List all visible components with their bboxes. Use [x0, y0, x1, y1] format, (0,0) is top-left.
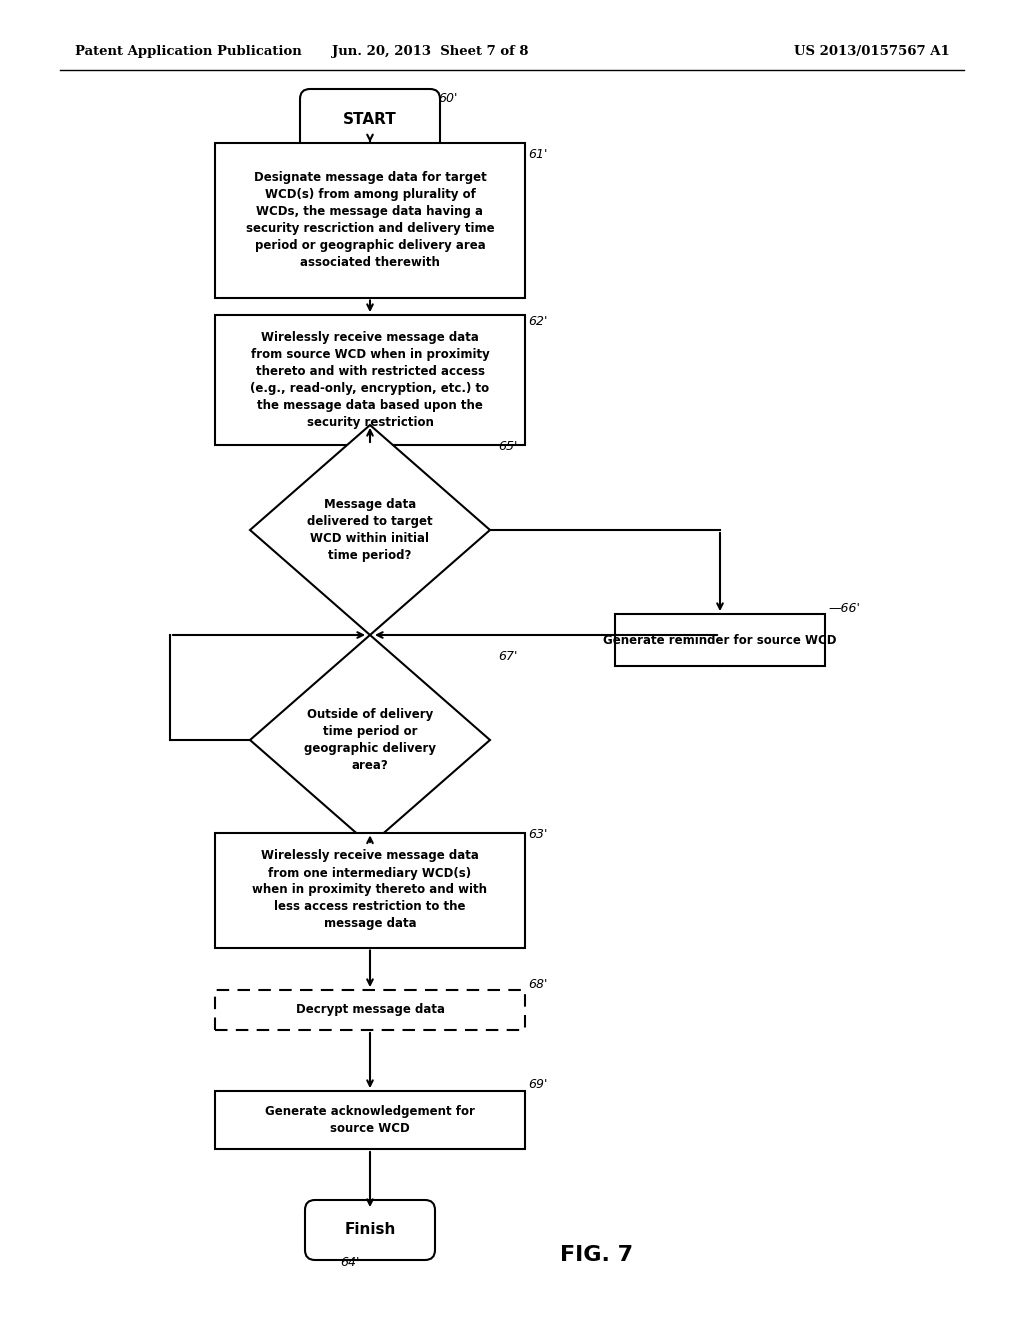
Polygon shape	[250, 635, 490, 845]
Text: Wirelessly receive message data
from source WCD when in proximity
thereto and wi: Wirelessly receive message data from sou…	[251, 331, 489, 429]
Bar	[215, 833, 525, 948]
Text: 60': 60'	[438, 92, 458, 106]
Polygon shape	[250, 425, 490, 635]
Text: Decrypt message data: Decrypt message data	[296, 1003, 444, 1016]
Text: 64': 64'	[340, 1257, 359, 1269]
Text: 63': 63'	[528, 828, 548, 841]
Text: FIG. 7: FIG. 7	[560, 1245, 633, 1265]
Text: 61': 61'	[528, 148, 548, 161]
Text: Generate reminder for source WCD: Generate reminder for source WCD	[603, 634, 837, 647]
Text: 62': 62'	[528, 315, 548, 327]
Bar	[215, 315, 525, 445]
FancyBboxPatch shape	[305, 1200, 435, 1261]
Text: Outside of delivery
time period or
geographic delivery
area?: Outside of delivery time period or geogr…	[304, 708, 436, 772]
Text: Patent Application Publication: Patent Application Publication	[75, 45, 302, 58]
Bar	[215, 990, 525, 1030]
Text: Generate acknowledgement for
source WCD: Generate acknowledgement for source WCD	[265, 1105, 475, 1135]
Text: Message data
delivered to target
WCD within initial
time period?: Message data delivered to target WCD wit…	[307, 498, 433, 562]
Text: 65': 65'	[498, 440, 517, 453]
Text: Finish: Finish	[344, 1222, 395, 1238]
Text: Designate message data for target
WCD(s) from among plurality of
WCDs, the messa: Designate message data for target WCD(s)…	[246, 172, 495, 269]
Text: 67': 67'	[498, 649, 517, 663]
FancyBboxPatch shape	[300, 88, 440, 150]
Text: —66': —66'	[828, 602, 860, 615]
Text: 68': 68'	[528, 978, 548, 991]
Bar	[215, 1092, 525, 1148]
Text: START: START	[343, 112, 397, 128]
Bar	[215, 143, 525, 297]
Text: 69': 69'	[528, 1078, 548, 1092]
Text: Jun. 20, 2013  Sheet 7 of 8: Jun. 20, 2013 Sheet 7 of 8	[332, 45, 528, 58]
Bar	[615, 614, 825, 667]
Text: Wirelessly receive message data
from one intermediary WCD(s)
when in proximity t: Wirelessly receive message data from one…	[253, 850, 487, 931]
Text: US 2013/0157567 A1: US 2013/0157567 A1	[795, 45, 950, 58]
